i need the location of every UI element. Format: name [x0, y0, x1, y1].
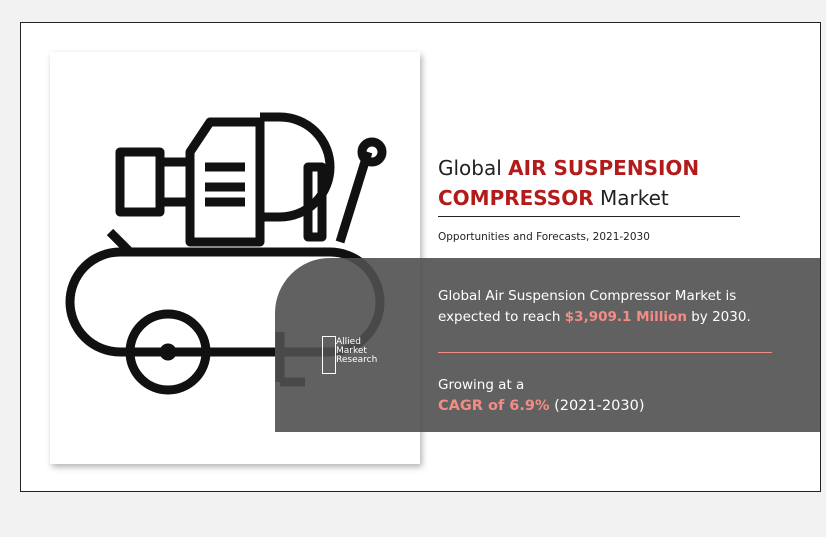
page: Global AIR SUSPENSION COMPRESSOR Market … — [0, 0, 826, 537]
title-highlight: AIR SUSPENSION — [508, 156, 699, 180]
statement-text: Growing at a — [438, 377, 524, 393]
statement-value: CAGR of 6.9% — [438, 398, 550, 414]
logo-text: Research — [336, 356, 377, 365]
statement-suffix: (2021-2030) — [554, 398, 644, 414]
statement-1: Global Air Suspension Compressor Market … — [438, 286, 768, 328]
logo-mark — [322, 336, 336, 374]
title-line-1: Global AIR SUSPENSION — [438, 156, 699, 180]
title-prefix: Global — [438, 156, 502, 180]
title-suffix: Market — [600, 186, 669, 210]
statement-suffix: by 2030. — [691, 309, 751, 325]
title-rule — [438, 216, 740, 217]
statement-2: CAGR of 6.9% (2021-2030) — [438, 398, 644, 414]
title-line-2: COMPRESSOR Market — [438, 186, 669, 210]
statement-value: $3,909.1 Million — [565, 309, 687, 325]
subtitle: Opportunities and Forecasts, 2021-2030 — [438, 231, 650, 243]
divider — [438, 352, 772, 353]
title-highlight: COMPRESSOR — [438, 186, 594, 210]
